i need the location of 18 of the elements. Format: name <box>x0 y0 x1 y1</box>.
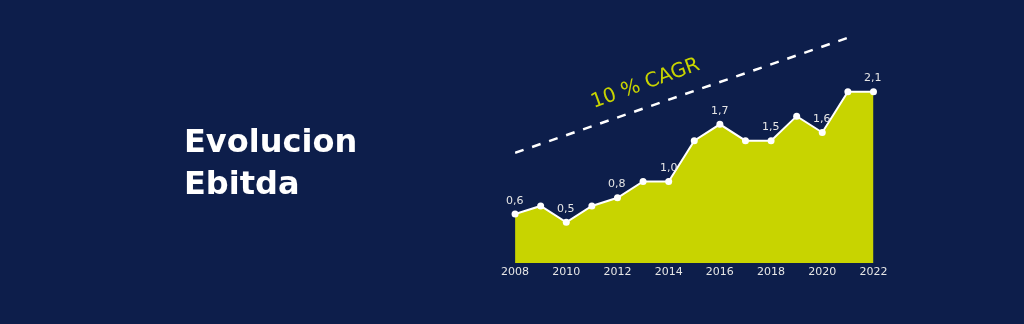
x-tick-label: 2020 <box>808 265 837 279</box>
data-label: 2,1 <box>864 71 882 84</box>
data-label: 1,5 <box>762 120 780 133</box>
data-label: 0,6 <box>506 194 524 207</box>
x-tick-label: 2016 <box>705 265 734 279</box>
data-label: 0,8 <box>608 177 626 190</box>
x-tick-label: 2012 <box>603 265 632 279</box>
x-tick-label: 2014 <box>654 265 683 279</box>
data-label: 1,0 <box>660 161 678 174</box>
x-tick-label: 2018 <box>757 265 786 279</box>
data-label: 0,5 <box>557 202 575 215</box>
data-label: 1,7 <box>711 104 729 117</box>
x-tick-label: 2010 <box>552 265 581 279</box>
x-tick-label: 2008 <box>501 265 530 279</box>
annotation: 10 % CAGR <box>587 51 703 113</box>
x-tick-label: 2022 <box>859 265 888 279</box>
text: Evolucion Ebitda <box>184 122 358 202</box>
data-label: 1,6 <box>813 112 831 125</box>
